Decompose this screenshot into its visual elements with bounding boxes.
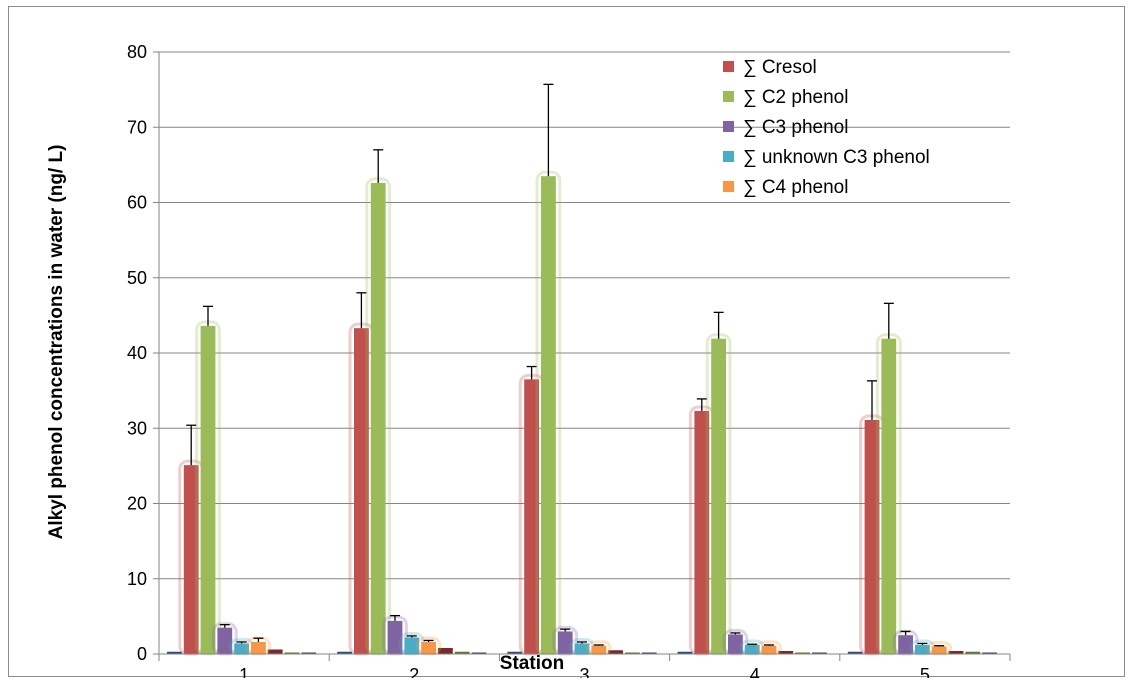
- x-tick-label: 4: [750, 665, 760, 678]
- bar: [847, 651, 863, 654]
- error-bars: [186, 83, 945, 647]
- bar: [795, 652, 810, 654]
- y-axis-title: Alkyl phenol concentrations in water (ng…: [46, 145, 67, 540]
- x-tick-label: 5: [920, 665, 930, 678]
- bar: [677, 651, 693, 654]
- bar: [864, 419, 880, 654]
- bar: [404, 637, 420, 654]
- bar: [641, 652, 657, 654]
- y-tick-label: 0: [137, 644, 147, 664]
- axes: [158, 52, 1011, 661]
- bar: [744, 644, 760, 654]
- bar: [251, 641, 266, 654]
- bar: [267, 649, 283, 654]
- y-tick-label: 30: [127, 418, 147, 438]
- x-tick-label: 1: [239, 665, 249, 678]
- bar: [761, 645, 777, 654]
- bar: [915, 644, 930, 654]
- bar: [301, 652, 317, 654]
- y-tick-label: 50: [127, 268, 147, 288]
- bar: [694, 410, 710, 654]
- bar: [541, 176, 556, 654]
- bar: [387, 620, 403, 654]
- bar: [591, 645, 607, 654]
- bar: [454, 651, 470, 654]
- chart-frame: 0 10 20 30 40 50 60 70 80 1 2 3 4 5 Alkyl phenol conc…: [8, 6, 1125, 678]
- bar: [574, 643, 590, 654]
- bar: [370, 182, 386, 654]
- legend-swatch: [723, 91, 734, 102]
- bar-chart: 0 10 20 30 40 50 60 70 80 1 2 3 4 5 Alkyl phenol conc…: [46, 42, 1011, 678]
- bar: [898, 635, 913, 654]
- gridlines: [153, 51, 1010, 655]
- legend-label: ∑ Cresol: [743, 57, 817, 78]
- bar: [337, 651, 352, 654]
- bar: [982, 652, 997, 654]
- bar: [284, 652, 300, 654]
- legend-label: ∑ C3 phenol: [743, 117, 848, 138]
- legend-swatch: [723, 61, 734, 72]
- x-tick-label: 3: [579, 665, 589, 678]
- bar: [354, 328, 369, 654]
- tick-labels: 0 10 20 30 40 50 60 70 80 1 2 3 4 5: [127, 42, 930, 678]
- bar: [931, 646, 947, 654]
- bar: [183, 465, 199, 654]
- bar: [421, 641, 436, 654]
- bar: [471, 652, 487, 654]
- y-tick-label: 60: [127, 193, 147, 213]
- y-tick-label: 10: [127, 569, 147, 589]
- bar: [557, 631, 573, 654]
- y-tick-label: 40: [127, 343, 147, 363]
- bar: [625, 652, 640, 654]
- bar: [711, 338, 726, 654]
- y-tick-label: 20: [127, 494, 147, 514]
- legend-label: ∑ C4 phenol: [743, 177, 848, 198]
- x-tick-label: 2: [409, 665, 419, 678]
- bar: [608, 650, 623, 654]
- bar: [965, 651, 981, 654]
- legend-label: ∑ C2 phenol: [743, 87, 848, 108]
- bar: [438, 647, 453, 654]
- bar: [728, 634, 743, 654]
- bar: [881, 338, 897, 654]
- legend-swatch: [723, 151, 734, 162]
- y-tick-label: 80: [127, 42, 147, 62]
- legend-swatch: [723, 121, 734, 132]
- legend-swatch: [723, 181, 734, 192]
- bar: [812, 652, 827, 654]
- bar: [778, 650, 794, 654]
- y-tick-label: 70: [127, 117, 147, 137]
- bars: [167, 170, 997, 656]
- bar: [507, 651, 523, 654]
- bar: [948, 650, 964, 654]
- bar: [234, 643, 249, 654]
- bar: [217, 627, 233, 654]
- bar: [524, 379, 539, 654]
- bar: [167, 651, 182, 654]
- legend: ∑ Cresol ∑ C2 phenol ∑ C3 phenol ∑ unknown …: [723, 57, 930, 198]
- x-axis-title: Station: [500, 653, 564, 674]
- legend-label: ∑ unknown C3 phenol: [743, 147, 930, 168]
- bar: [200, 325, 216, 654]
